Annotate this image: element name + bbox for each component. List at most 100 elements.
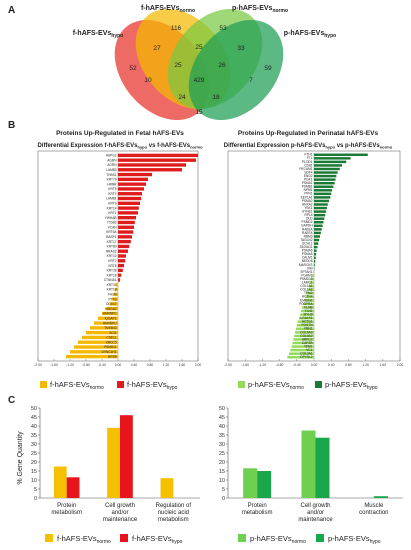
bar-fbn1 xyxy=(295,327,314,331)
bar-label: LAMB1 xyxy=(106,197,117,201)
bar-label: VIM xyxy=(307,266,313,270)
bar-label: BASP1 xyxy=(106,235,117,239)
bar-f-hafs-evs-normo xyxy=(107,427,120,498)
bar-label: LAMB3 xyxy=(106,168,117,172)
bar-krt8 xyxy=(118,263,124,268)
bar-label: FTH1 xyxy=(305,153,313,157)
bar-postn xyxy=(296,324,314,327)
y-tick-label: 50 xyxy=(31,406,37,412)
bar-label: KRT28 xyxy=(107,269,117,273)
bar-label: CTNNA1 xyxy=(104,278,117,282)
legend-label-normo: p-hAFS-EVsnormo xyxy=(250,534,306,545)
bar-label: EMILIN1 xyxy=(300,298,313,302)
bar-label: KRT1 xyxy=(108,211,116,215)
bar-krt28 xyxy=(118,268,123,273)
bar-psma1 xyxy=(314,181,335,185)
legend-label-normo: p-hAFS-EVsnormo xyxy=(248,380,304,391)
bar-tpm1 xyxy=(291,345,314,348)
bar-label: ANXA2 xyxy=(302,202,313,206)
bar-krt10 xyxy=(118,254,126,258)
bar-label: SCIL xyxy=(109,331,116,335)
venn-count: 429 xyxy=(194,77,205,84)
x-tick-label: 1.60 xyxy=(379,363,386,367)
bar-pecam1 xyxy=(314,167,340,171)
bar-label: FTL xyxy=(307,156,313,160)
bar-eef1a1 xyxy=(314,196,331,199)
bar-calm1 xyxy=(314,256,316,260)
bar-krt5 xyxy=(118,187,144,191)
category-label: metabolism xyxy=(51,510,82,516)
bar-ftl xyxy=(314,157,351,160)
bar-label: AGRN xyxy=(107,163,117,167)
bar-itgb3 xyxy=(118,220,135,225)
bar-f-hafs-evs-normo xyxy=(160,478,174,498)
x-tick-label: 0.40 xyxy=(328,363,335,367)
venn-diagram: f-hAFS-EVsnormo p-hAFS-EVsnormo f-hAFS-E… xyxy=(73,5,336,121)
y-tick-label: 5 xyxy=(222,487,225,493)
bar-rab1a xyxy=(314,228,322,231)
bar-eno2 xyxy=(314,174,337,178)
bar-pgk1 xyxy=(314,178,336,181)
bar-label: TAGLN2 xyxy=(300,238,312,242)
bar-thbs1 xyxy=(118,172,152,177)
venn-ellipse-p-hypo xyxy=(188,19,284,121)
panel-label-b: B xyxy=(8,120,16,131)
bar-p-hafs-evs-hypo xyxy=(373,496,388,498)
venn-count: 52 xyxy=(129,65,137,72)
bar-label: KRT31 xyxy=(107,283,117,287)
bar-p-hafs-evs-normo xyxy=(301,430,316,498)
bar-krt1 xyxy=(118,211,138,215)
x-tick-label: 2.00 xyxy=(195,363,202,367)
y-tick-label: 40 xyxy=(219,424,225,430)
bar-label: NEDD8 xyxy=(302,259,313,263)
bar-label: PLOD1 xyxy=(302,160,313,164)
x-tick-label: 1.20 xyxy=(362,363,369,367)
venn-count: 18 xyxy=(212,94,220,101)
bar-label: KRT18 xyxy=(107,273,117,277)
x-tick-label: -1.20 xyxy=(66,363,74,367)
legend-swatch-hypo xyxy=(316,534,324,542)
bar-psmd11 xyxy=(74,345,118,349)
x-tick-label: 0.80 xyxy=(147,363,154,367)
bar-flnb xyxy=(301,306,314,309)
bar-label: YBX1 xyxy=(304,206,312,210)
legend-label-normo: f-hAFS-EVsnormo xyxy=(50,380,104,391)
bar-label: KRT2 xyxy=(108,259,116,263)
bar-pgam1 xyxy=(311,274,314,277)
category-label: Protein xyxy=(57,503,76,509)
bar-label: ARPC2 xyxy=(302,337,313,341)
bar-lamb3 xyxy=(118,168,182,172)
bar-label: NPM1 xyxy=(304,188,313,192)
x-tick-label: 0.80 xyxy=(345,363,352,367)
bar-label: TLN1 xyxy=(305,309,313,313)
bar-dpysl2 xyxy=(287,355,314,359)
legend: p-hAFS-EVsnormo p-hAFS-EVshypo xyxy=(238,534,381,545)
bar-label: HSPG2 xyxy=(106,154,117,158)
bar-label: PECAM1 xyxy=(299,167,312,171)
bar-actg1 xyxy=(297,320,314,323)
x-tick-label: -0.40 xyxy=(293,363,301,367)
bar-label: ACTN4 xyxy=(302,295,313,299)
bar-ddx17 xyxy=(110,302,118,306)
bar-label: KRT80 xyxy=(107,245,117,249)
chart-subtitle: Differential Expression p-hAFS-EVshypo v… xyxy=(224,143,393,150)
y-tick-label: 15 xyxy=(31,469,37,475)
bar-label: VCL xyxy=(306,348,312,352)
bar-col6a2 xyxy=(294,334,314,338)
bar-label: COL1A1 xyxy=(300,284,312,288)
venn-count: 7 xyxy=(249,77,253,84)
legend-swatch-normo xyxy=(45,534,53,542)
bar-label: HRNR xyxy=(107,182,117,186)
y-tick-label: 35 xyxy=(31,433,37,439)
chart-title: Proteins Up-Regulated in Perinatal hAFS-… xyxy=(238,130,379,137)
category-label: Regulation of xyxy=(156,503,192,509)
bar-krt18 xyxy=(118,273,122,277)
bar-label: ACTG1 xyxy=(302,320,313,324)
x-tick-label: -0.80 xyxy=(276,363,284,367)
bar-krt2 xyxy=(118,259,126,263)
bar-nedd8 xyxy=(314,260,316,263)
bar-sdf4 xyxy=(314,171,338,174)
bar-label: ITGB3 xyxy=(107,221,116,225)
bar-p-hafs-evs-hypo xyxy=(315,437,330,498)
bar-cse1l xyxy=(82,335,118,340)
